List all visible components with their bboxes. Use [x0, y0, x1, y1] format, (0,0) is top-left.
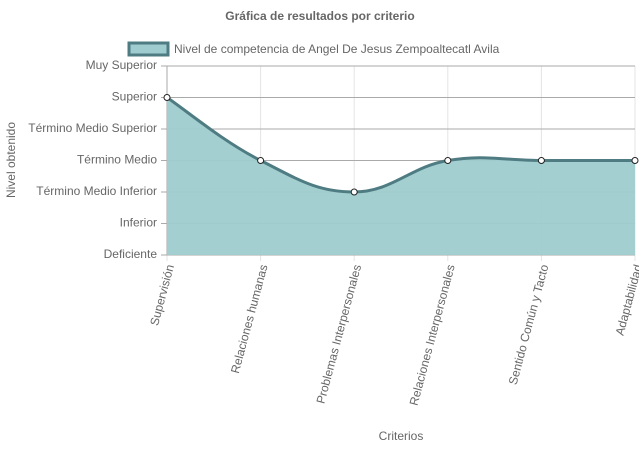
y-tick-label: Término Medio — [77, 153, 157, 167]
legend-swatch — [127, 41, 170, 57]
point — [444, 157, 452, 164]
area — [167, 97, 635, 255]
x-tick-label: Adaptabilidad — [613, 263, 639, 337]
point — [257, 157, 265, 164]
x-tick-label: Supervisión — [147, 263, 177, 327]
legend-label[interactable]: Nivel de competencia de Angel De Jesus Z… — [174, 42, 500, 56]
x-tick-label: Relaciones humanas — [228, 263, 271, 375]
y-axis-title: Nivel obtenido — [4, 122, 18, 198]
x-tick-label: Sentido Común y Tacto — [506, 263, 552, 387]
x-tick-label: Relaciones Interpersonales — [407, 263, 458, 407]
point — [631, 157, 639, 164]
y-tick-label: Muy Superior — [86, 58, 157, 72]
line — [166, 96, 635, 194]
chart-title: Gráfica de resultados por criterio — [225, 9, 414, 23]
x-tick-label: Problemas Interpersonales — [314, 263, 365, 405]
y-tick-label: Deficiente — [104, 247, 158, 261]
point — [537, 157, 545, 164]
x-axis-title: Criterios — [379, 429, 424, 443]
y-tick-label: Inferior — [120, 216, 157, 230]
point — [163, 94, 171, 101]
y-tick-label: Superior — [112, 90, 157, 104]
y-tick-label: Término Medio Superior — [28, 121, 157, 135]
point — [350, 188, 358, 196]
y-tick-label: Término Medio Inferior — [36, 184, 157, 198]
